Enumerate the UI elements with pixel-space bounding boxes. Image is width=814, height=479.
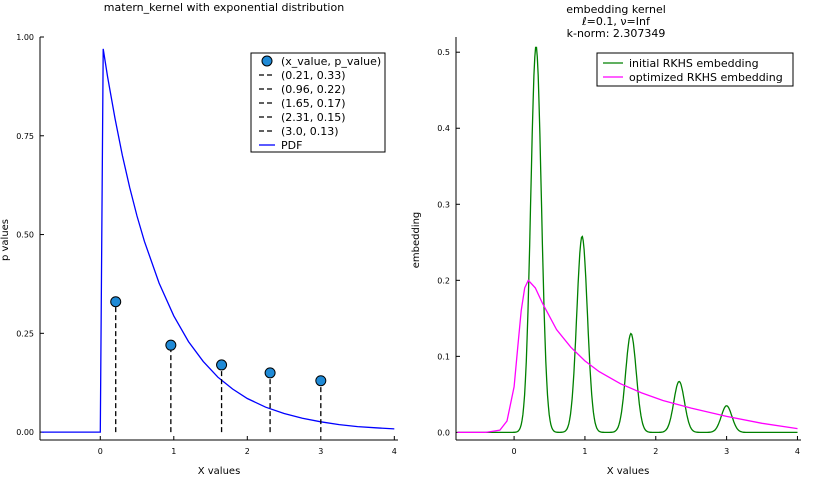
right-subtitle-line-1: ℓ=0.1, ν=Inf <box>581 15 651 28</box>
left-panel: matern_kernel with exponential distribut… <box>0 1 398 477</box>
right-y-tick-label: 0.5 <box>437 48 450 57</box>
legend-label-stem: (3.0, 0.13) <box>281 125 339 138</box>
right-y-tick-label: 0.0 <box>437 428 450 437</box>
left-y-ticks: 0.00 0.25 0.50 0.75 1.00 <box>16 33 44 437</box>
data-point <box>315 375 327 387</box>
right-axes <box>455 37 801 441</box>
left-title: matern_kernel with exponential distribut… <box>104 1 344 14</box>
left-x-ticks: 0 1 2 3 4 <box>98 436 397 456</box>
left-y-tick-label: 0.00 <box>16 428 34 437</box>
legend-label-pdf: PDF <box>281 139 302 152</box>
legend-label-stem: (1.65, 0.17) <box>281 97 346 110</box>
left-x-tick-label: 1 <box>171 447 176 456</box>
left-x-axis-label: X values <box>198 466 241 477</box>
right-y-ticks: 0.0 0.1 0.2 0.3 0.4 0.5 <box>437 48 460 437</box>
left-x-tick-label: 2 <box>245 447 250 456</box>
series-line-optimized <box>457 279 798 434</box>
left-y-tick-label: 0.25 <box>16 329 34 338</box>
legend-label-points: (x_value, p_value) <box>281 55 381 68</box>
left-x-tick-label: 0 <box>98 447 103 456</box>
left-x-tick-label: 3 <box>318 447 323 456</box>
right-x-tick-label: 3 <box>724 447 729 456</box>
legend-label-series: optimized RKHS embedding <box>629 71 783 84</box>
right-x-ticks: 0 1 2 3 4 <box>512 436 800 456</box>
left-legend: (x_value, p_value)(0.21, 0.33)(0.96, 0.2… <box>250 52 386 153</box>
legend-label-stem: (0.21, 0.33) <box>281 69 346 82</box>
right-x-tick-label: 2 <box>653 447 658 456</box>
right-y-tick-label: 0.2 <box>437 276 450 285</box>
left-legend-items: (x_value, p_value)(0.21, 0.33)(0.96, 0.2… <box>259 55 381 152</box>
series-line-initial <box>457 46 798 434</box>
right-y-tick-label: 0.3 <box>437 200 450 209</box>
right-plot-area <box>457 46 798 434</box>
data-point <box>110 296 122 308</box>
right-panel: embedding kernel ℓ=0.1, ν=Inf k-norm: 2.… <box>411 3 801 477</box>
right-x-tick-label: 1 <box>582 447 587 456</box>
legend-label-stem: (0.96, 0.22) <box>281 83 346 96</box>
left-legend-box <box>250 52 386 153</box>
left-x-tick-label: 4 <box>392 447 397 456</box>
right-x-tick-label: 4 <box>795 447 800 456</box>
right-y-axis-label: embedding <box>411 212 422 269</box>
data-point <box>264 367 276 379</box>
left-plot-area <box>41 48 395 433</box>
right-y-tick-label: 0.1 <box>437 352 450 361</box>
data-point <box>216 359 228 371</box>
legend-label-series: initial RKHS embedding <box>629 57 759 70</box>
right-x-axis-label: X values <box>607 466 650 477</box>
right-subtitle-line-2: k-norm: 2.307349 <box>567 27 666 40</box>
left-y-axis-label: p values <box>0 219 11 261</box>
right-legend-box <box>596 52 794 87</box>
left-y-tick-label: 1.00 <box>16 33 34 42</box>
right-title: embedding kernel <box>566 3 666 16</box>
left-y-tick-label: 0.50 <box>16 231 34 240</box>
legend-label-stem: (2.31, 0.15) <box>281 111 346 124</box>
data-point <box>165 339 177 351</box>
legend-marker-points <box>261 55 273 67</box>
left-axes <box>39 37 398 441</box>
right-x-tick-label: 0 <box>512 447 517 456</box>
left-y-tick-label: 0.75 <box>16 132 34 141</box>
right-y-tick-label: 0.4 <box>437 124 450 133</box>
